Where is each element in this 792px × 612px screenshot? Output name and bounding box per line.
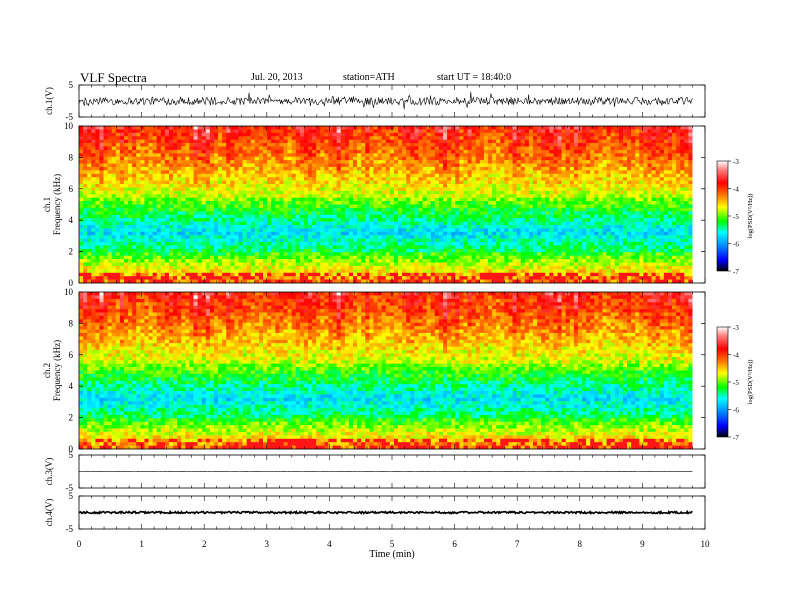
ch2-spec-ytick-label: 8	[69, 318, 74, 328]
ch1-spec-colorbar-tick-label: -4	[733, 186, 739, 194]
ch1-spec-colorbar	[716, 160, 729, 272]
ch4-trace-line	[78, 509, 693, 516]
ch2-spec-ylabel: Frequency (kHz)	[52, 340, 62, 401]
x-tick-label: 6	[452, 539, 457, 549]
ch2-spec-ytick-label: 2	[69, 413, 74, 423]
ch3-trace-ytick-label: -5	[66, 483, 74, 493]
x-tick-label: 2	[202, 539, 207, 549]
ch2-spec-channel-label: ch.2	[42, 363, 52, 378]
ch1-trace-ytick-label: 5	[69, 80, 74, 90]
ch2-spec-colorbar-tick-label: -6	[733, 407, 739, 415]
ch3-trace-ylabel: ch.3(V)	[44, 458, 54, 486]
ch1-spec-colorbar-tick-label: -3	[733, 158, 739, 166]
ch2-spec-colorbar-tick-label: -7	[733, 434, 739, 442]
ch2-spec-ytick-label: 10	[64, 287, 74, 297]
x-axis-label: Time (min)	[369, 549, 414, 560]
ch2-spec-colorbar-label: log(PSD(V²/Hz))	[747, 360, 754, 405]
ch1-trace-ytick-label: -5	[66, 112, 74, 122]
start-time-label: start UT = 18:40:0	[437, 72, 512, 83]
ch1-spec-ytick-label: 10	[64, 121, 74, 131]
ch1-trace-line	[78, 91, 693, 110]
ch1-spec-colorbar-tick-label: -5	[733, 213, 739, 221]
ch1-spec-ytick-label: 4	[69, 215, 74, 225]
ch2-spec-heatmap	[79, 292, 705, 450]
ch1-spec-ylabel: Frequency (kHz)	[52, 174, 62, 235]
ch2-spec-ytick-label: 4	[69, 381, 74, 391]
ch1-trace-ylabel: ch.1(V)	[44, 87, 54, 115]
ch1-spec-colorbar-tick-label: -6	[733, 241, 739, 249]
ch1-spec-colorbar-tick-label: -7	[733, 268, 739, 276]
x-tick-label: 5	[390, 539, 395, 549]
ch1-spec-ytick-label: 2	[69, 247, 74, 257]
ch4-trace-ytick-label: -5	[66, 524, 74, 534]
ch2-spec-colorbar	[716, 326, 729, 438]
ch3-trace-ytick-label: 5	[69, 450, 74, 460]
station-label: station=ATH	[343, 72, 395, 83]
ch1-spec-ytick-label: 0	[69, 278, 74, 288]
x-tick-label: 9	[640, 539, 645, 549]
ch2-spec-ytick-label: 6	[69, 350, 74, 360]
x-tick-label: 7	[515, 539, 520, 549]
ch1-spec-ytick-label: 6	[69, 184, 74, 194]
x-tick-label: 1	[139, 539, 144, 549]
x-tick-label: 0	[77, 539, 82, 549]
ch2-spec-ytick-label: 0	[69, 444, 74, 454]
x-tick-label: 4	[327, 539, 332, 549]
ch1-spec-ytick-label: 8	[69, 152, 74, 162]
ch4-trace-ylabel: ch.4(V)	[44, 499, 54, 527]
ch1-spec-heatmap	[79, 126, 705, 284]
ch4-trace-ytick-label: 5	[69, 491, 74, 501]
chart-title: VLF Spectra	[80, 70, 147, 85]
x-tick-label: 10	[701, 539, 711, 549]
x-tick-label: 3	[265, 539, 270, 549]
x-tick-label: 8	[578, 539, 583, 549]
ch2-spec-colorbar-tick-label: -3	[733, 324, 739, 332]
ch1-spec-colorbar-label: log(PSD(V²/Hz))	[747, 194, 754, 239]
date-label: Jul. 20, 2013	[251, 72, 303, 83]
ch1-spec-channel-label: ch.1	[42, 197, 52, 212]
ch2-spec-colorbar-tick-label: -5	[733, 379, 739, 387]
ch2-spec-colorbar-tick-label: -4	[733, 352, 739, 360]
